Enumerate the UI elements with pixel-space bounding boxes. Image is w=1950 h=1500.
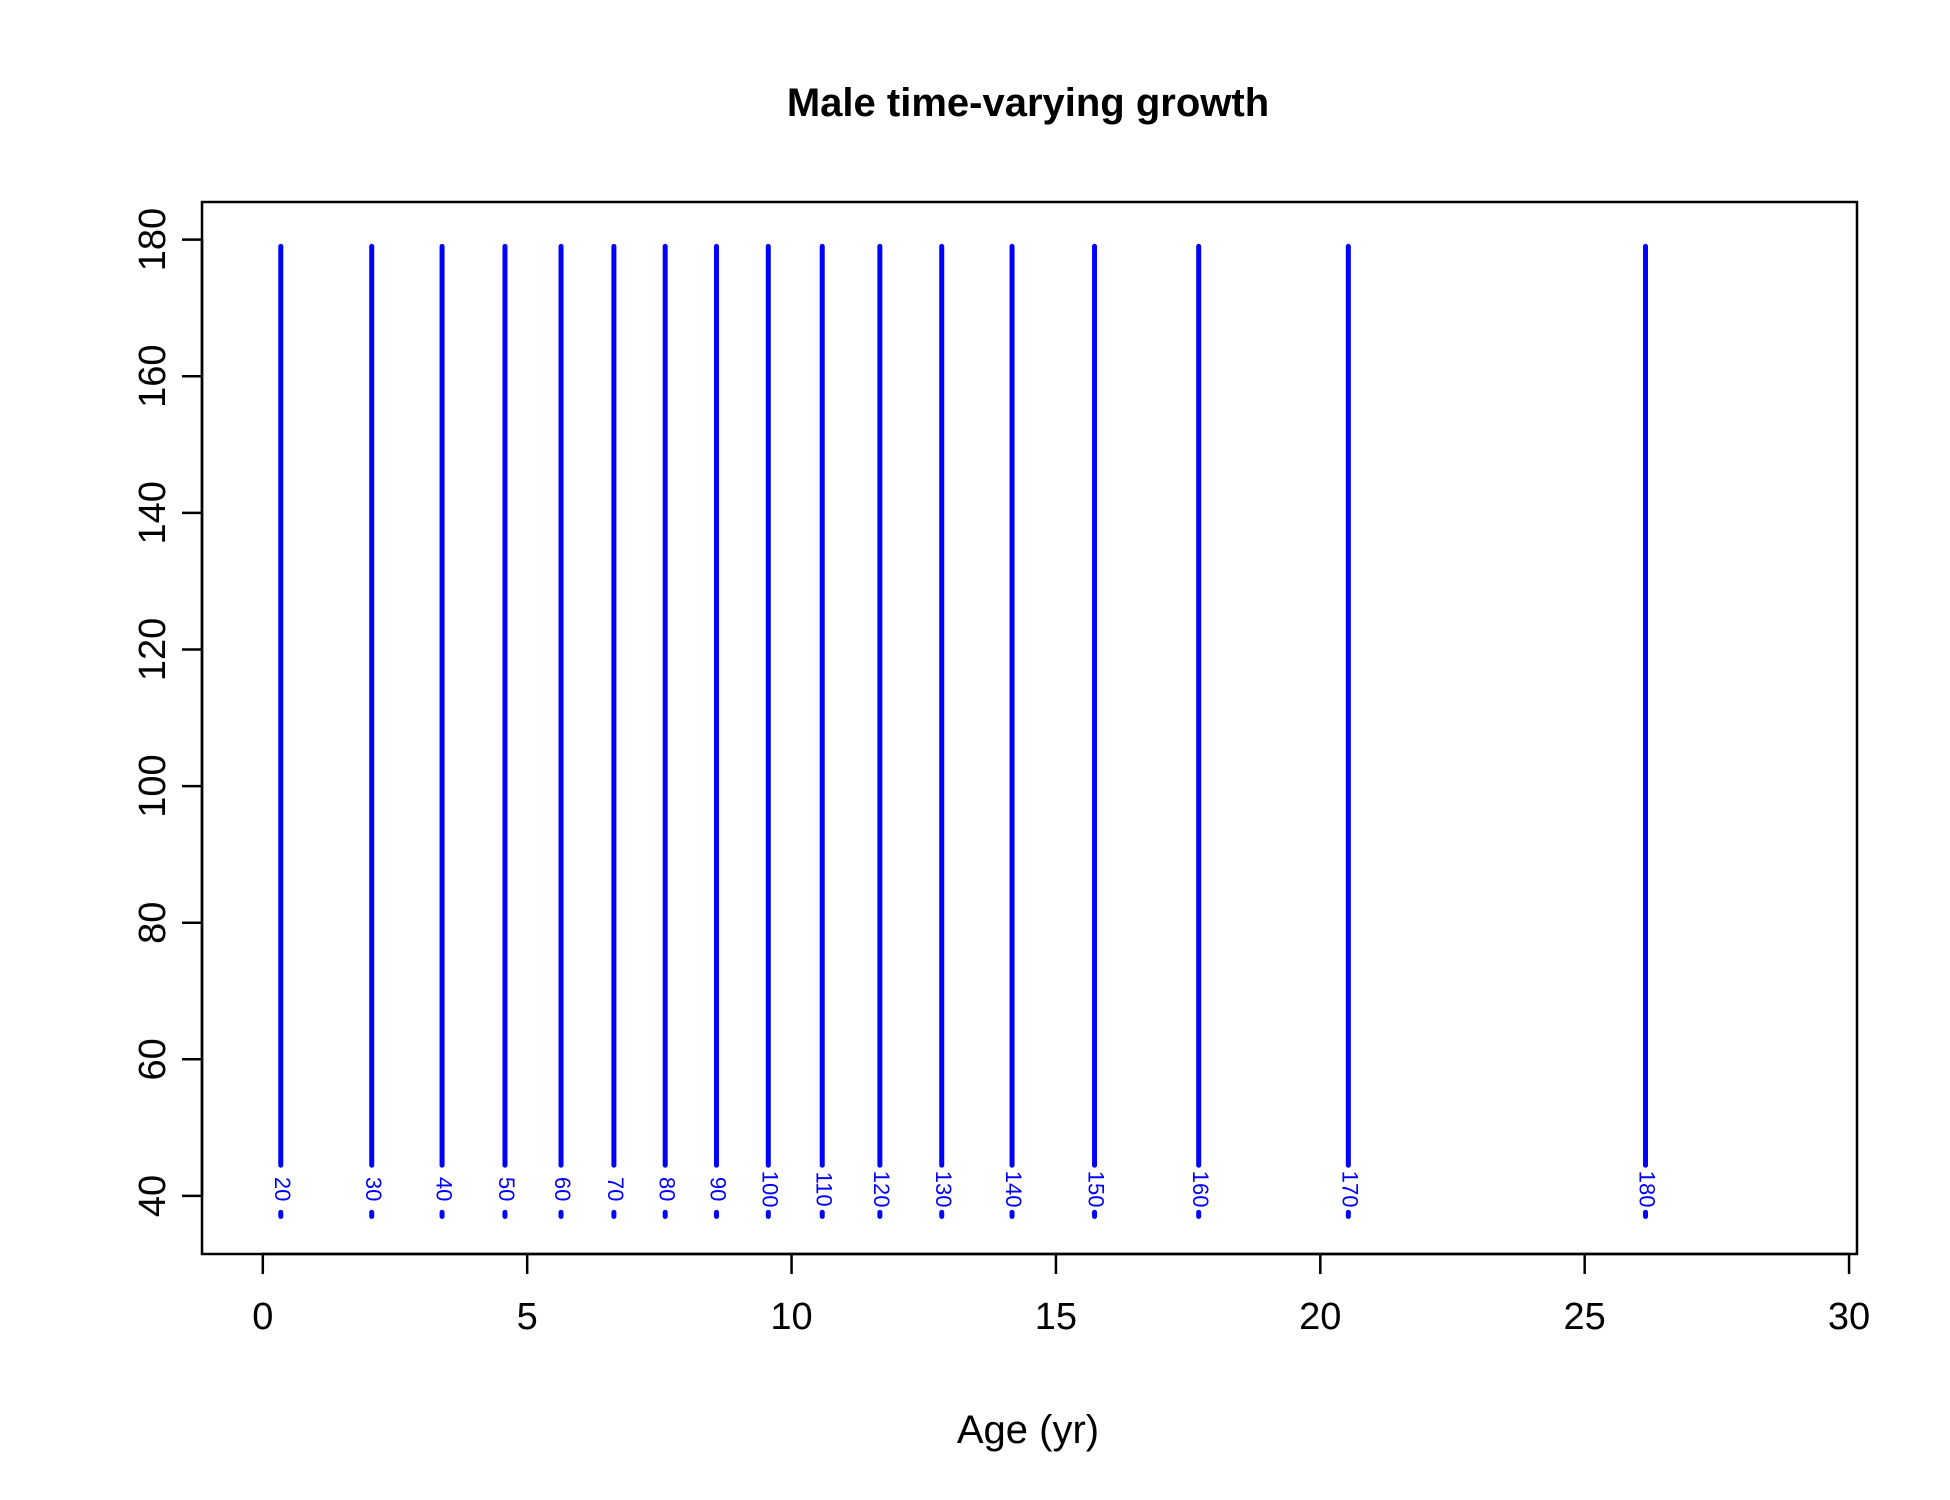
x-tick-label: 25: [1564, 1296, 1606, 1338]
x-tick-label: 20: [1299, 1296, 1341, 1338]
series-label-40: 40: [431, 1177, 456, 1201]
y-tick-label: 80: [132, 902, 174, 944]
y-tick-label: 140: [132, 481, 174, 544]
series-label-140: 140: [1001, 1171, 1026, 1208]
series-label-160: 160: [1188, 1171, 1213, 1208]
series-label-80: 80: [654, 1177, 679, 1201]
x-tick-label: 0: [252, 1296, 273, 1338]
chart-title: Male time-varying growth: [787, 81, 1269, 125]
series-label-60: 60: [550, 1177, 575, 1201]
x-tick-label: 15: [1035, 1296, 1077, 1338]
plot-frame: [200, 200, 1859, 1256]
x-tick-label: 10: [770, 1296, 812, 1338]
x-tick-label: 30: [1828, 1296, 1870, 1338]
series-label-70: 70: [603, 1177, 628, 1201]
x-tick-label: 5: [517, 1296, 538, 1338]
y-axis: 40 60 80 100 120 140 160 180: [132, 208, 204, 1217]
series-label-100: 100: [757, 1171, 782, 1208]
series-label-20: 20: [270, 1177, 295, 1201]
y-tick-label: 100: [132, 754, 174, 817]
series-label-150: 150: [1084, 1171, 1109, 1208]
series-lines: 20 30 40 50 60 70 80 90 100 110 120 130 140 150 160 170…: [270, 243, 1660, 1219]
series-label-50: 50: [494, 1177, 519, 1201]
y-tick-label: 60: [132, 1038, 174, 1080]
series-label-180: 180: [1635, 1171, 1660, 1208]
y-tick-label: 160: [132, 344, 174, 407]
series-label-110: 110: [811, 1172, 836, 1207]
y-tick-label: 180: [132, 208, 174, 271]
series-label-130: 130: [931, 1171, 956, 1208]
series-label-120: 120: [869, 1171, 894, 1208]
series-label-170: 170: [1338, 1171, 1363, 1208]
series-label-90: 90: [706, 1177, 731, 1201]
y-tick-label: 40: [132, 1175, 174, 1217]
x-axis-label: Age (yr): [957, 1408, 1099, 1452]
series-label-30: 30: [361, 1177, 386, 1201]
y-tick-label: 120: [132, 618, 174, 681]
x-axis: 0 5 10 15 20 25 30: [252, 1252, 1870, 1338]
